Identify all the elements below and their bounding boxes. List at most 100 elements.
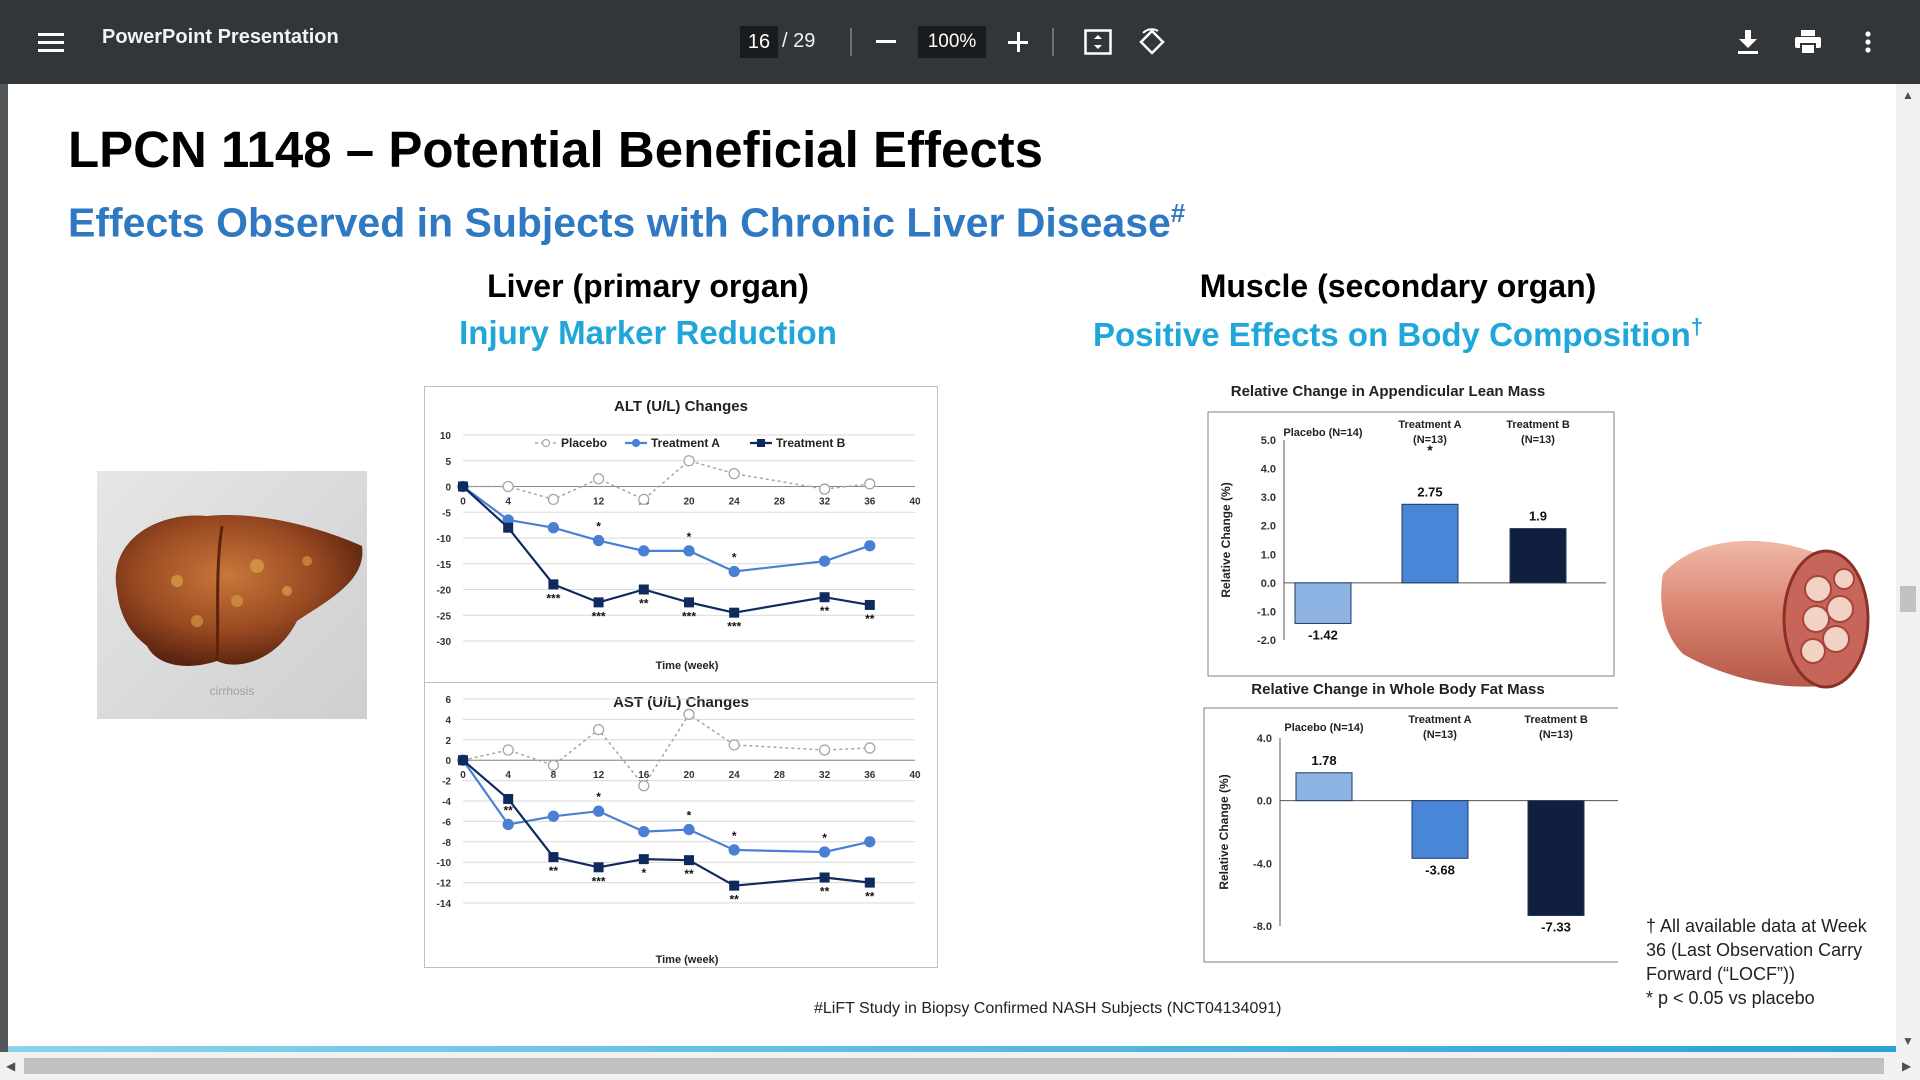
bar-value-label: -3.68 (1425, 862, 1455, 877)
y-axis-label: Relative Change (%) (1217, 774, 1231, 889)
zoom-in-icon[interactable] (996, 20, 1040, 64)
data-point (864, 877, 875, 888)
scroll-left-arrow-icon[interactable]: ◀ (6, 1059, 16, 1073)
data-point (728, 739, 740, 751)
x-tick-label: 8 (551, 770, 557, 781)
y-tick-label: 4.0 (1257, 733, 1272, 745)
significance-label: * (596, 520, 601, 534)
bar-1 (1411, 800, 1469, 859)
y-tick-label: -30 (437, 637, 452, 648)
document-title: PowerPoint Presentation (102, 26, 339, 48)
page-number-input[interactable]: 16 (740, 26, 778, 58)
category-label: Placebo (N=14) (1284, 722, 1364, 734)
data-point (864, 540, 876, 552)
data-point (818, 744, 831, 756)
bar-value-label: 2.75 (1417, 484, 1442, 499)
data-point (818, 846, 831, 858)
data-point (547, 759, 560, 771)
y-tick-label: 0.0 (1257, 796, 1272, 808)
x-tick-label: 36 (864, 497, 876, 508)
data-point (548, 852, 559, 863)
bar-value-label: -1.42 (1308, 627, 1338, 642)
y-axis-label: Relative Change (%) (1219, 482, 1233, 597)
x-tick-label: 4 (505, 770, 511, 781)
data-point (502, 744, 514, 756)
data-point (592, 805, 605, 817)
y-tick-label: -15 (437, 560, 452, 571)
data-point (503, 522, 514, 533)
category-label: (N=13) (1521, 434, 1555, 446)
significance-label: ** (865, 612, 875, 626)
x-axis-label: Time (week) (656, 954, 719, 966)
significance-label: ** (639, 597, 649, 611)
significance-label: * (732, 550, 737, 564)
scroll-down-arrow-icon[interactable]: ▼ (1902, 1034, 1914, 1048)
vertical-scrollbar[interactable]: ▲ ▼ (1896, 84, 1920, 1052)
vertical-scroll-thumb[interactable] (1900, 586, 1916, 612)
download-icon[interactable] (1726, 20, 1770, 64)
pdf-toolbar: PowerPoint Presentation 16 / 29 100% (0, 0, 1920, 84)
y-tick-label: 0.0 (1261, 578, 1276, 590)
alt-chart: ALT (U/L) Changes 10 5 0 -5 -10 -15 -20 -25 -30 0 4… (437, 398, 921, 672)
significance-label: *** (546, 591, 560, 605)
data-point (864, 836, 876, 848)
x-tick-label: 28 (774, 770, 786, 781)
zoom-out-icon[interactable] (864, 20, 908, 64)
x-tick-label: 24 (729, 497, 741, 508)
fit-page-icon[interactable] (1076, 20, 1120, 64)
data-point (819, 592, 830, 603)
x-tick-label: 36 (864, 770, 876, 781)
horizontal-scrollbar[interactable]: ◀ ▶ (0, 1052, 1920, 1080)
data-point (638, 545, 650, 557)
data-point (818, 555, 831, 567)
liver-image-caption: cirrhosis (209, 684, 255, 698)
y-tick-label: 3.0 (1261, 492, 1276, 504)
series-line-2 (462, 485, 870, 614)
fat-mass-chart: Relative Change in Whole Body Fat Mass 4.… (1203, 681, 1618, 963)
menu-icon[interactable] (30, 24, 72, 60)
data-point (592, 473, 605, 485)
data-point (502, 480, 514, 493)
significance-label: * (687, 530, 692, 544)
significance-label: *** (592, 874, 606, 888)
y-tick-label: -20 (437, 586, 452, 597)
data-point (548, 579, 559, 590)
y-tick-label: 5 (445, 457, 451, 468)
significance-label: ** (865, 890, 875, 904)
legend-label: Placebo (561, 436, 607, 450)
data-point (592, 534, 605, 547)
scroll-up-arrow-icon[interactable]: ▲ (1902, 88, 1914, 102)
category-label: (N=13) (1539, 729, 1573, 741)
x-axis-label: Time (week) (656, 660, 719, 672)
zoom-input[interactable]: 100% (918, 26, 986, 58)
y-tick-label: -10 (437, 534, 452, 545)
category-label: Treatment B (1506, 419, 1570, 431)
x-tick-label: 40 (909, 770, 921, 781)
data-point (818, 483, 831, 495)
data-point (638, 825, 650, 838)
x-tick-label: 4 (505, 497, 511, 508)
footnote: #LiFT Study in Biopsy Confirmed NASH Sub… (814, 1000, 1282, 1017)
print-icon[interactable] (1786, 20, 1830, 64)
y-tick-label: -5 (442, 508, 451, 519)
scroll-right-arrow-icon[interactable]: ▶ (1902, 1059, 1912, 1073)
legend-marker (541, 438, 551, 448)
category-label: Treatment A (1408, 714, 1471, 726)
significance-label: * (641, 866, 646, 880)
more-icon[interactable] (1846, 20, 1890, 64)
y-tick-label: -25 (437, 611, 452, 622)
data-point (503, 793, 514, 804)
significance-label: *** (592, 609, 606, 623)
y-tick-label: -2.0 (1257, 635, 1276, 647)
data-point (683, 455, 695, 467)
significance-label: * (687, 809, 692, 823)
horizontal-scroll-thumb[interactable] (24, 1058, 1884, 1074)
x-tick-label: 32 (819, 497, 831, 508)
legend-label: Treatment A (651, 436, 720, 450)
category-label: Treatment A (1398, 419, 1461, 431)
chart-title: ALT (U/L) Changes (614, 398, 748, 415)
category-label: Placebo (N=14) (1283, 427, 1363, 439)
rotate-icon[interactable] (1130, 20, 1174, 64)
liver-heading: Liver (primary organ) (487, 268, 809, 304)
data-point (864, 599, 875, 610)
